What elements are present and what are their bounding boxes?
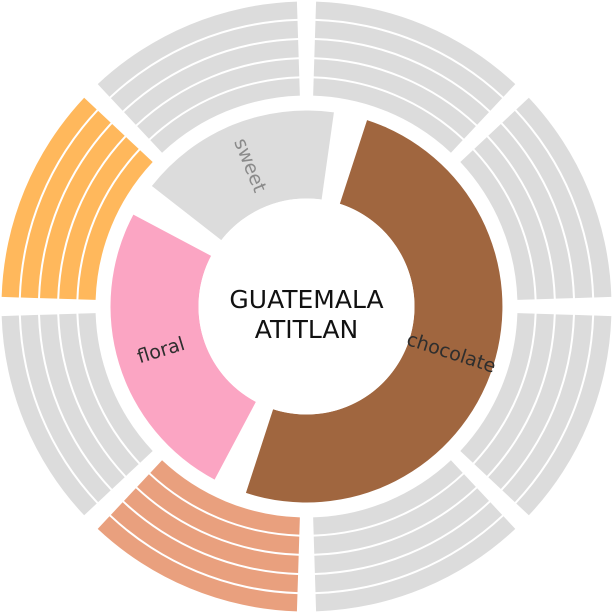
outer-segment-2-band-2 [59, 313, 139, 476]
outer-segment-4-band-3 [123, 40, 299, 125]
outer-segment-6-band-2 [474, 137, 554, 300]
outer-segment-1-band-4 [110, 502, 299, 593]
inner-ring [110, 110, 503, 503]
outer-segment-8-band-1 [313, 460, 463, 535]
outer-segment-5-band-3 [314, 40, 490, 125]
outer-segment-4-band-5 [97, 1, 298, 97]
outer-segment-8-band-3 [314, 488, 490, 573]
outer-segment-2-band-1 [78, 313, 153, 463]
center-label-line2: ATITLAN [255, 315, 358, 344]
outer-segment-4-band-2 [137, 59, 300, 139]
outer-segment-1-band-3 [123, 488, 299, 573]
outer-segment-6-band-3 [488, 123, 573, 299]
inner-segment-floral [110, 214, 256, 480]
outer-segment-4-band-4 [110, 20, 299, 111]
outer-segment-2-band-4 [20, 314, 111, 503]
outer-segment-2-band-3 [40, 314, 125, 490]
outer-segment-5-band-2 [313, 59, 476, 139]
outer-segment-3-band-5 [1, 97, 97, 298]
outer-segment-7-band-4 [502, 314, 593, 503]
inner-segment-chocolate [245, 120, 503, 503]
outer-segment-7-band-3 [488, 314, 573, 490]
outer-segment-6-band-1 [460, 150, 535, 300]
outer-segment-7-band-1 [460, 313, 535, 463]
outer-segment-7-band-2 [474, 313, 554, 476]
outer-segment-3-band-3 [40, 123, 125, 299]
outer-segment-3-band-4 [20, 110, 111, 299]
outer-segment-8-band-4 [314, 502, 503, 593]
outer-segment-1-band-2 [137, 474, 300, 554]
outer-segment-3-band-2 [59, 137, 139, 300]
center-label-line1: GUATEMALA [229, 285, 383, 314]
outer-segment-8-band-5 [315, 516, 516, 612]
outer-segment-5-band-5 [315, 1, 516, 97]
outer-segment-4-band-1 [150, 78, 300, 153]
outer-segment-1-band-1 [150, 460, 300, 535]
outer-segment-1-band-5 [97, 516, 298, 612]
outer-segment-7-band-5 [516, 315, 612, 516]
inner-segment-sweet [151, 110, 334, 241]
center-hole [198, 198, 415, 415]
outer-segment-5-band-4 [314, 20, 503, 111]
outer-segment-8-band-2 [313, 474, 476, 554]
outer-segment-6-band-5 [516, 97, 612, 298]
outer-segment-3-band-1 [78, 150, 153, 300]
outer-segment-2-band-5 [1, 315, 97, 516]
outer-segment-5-band-1 [313, 78, 463, 153]
outer-segment-6-band-4 [502, 110, 593, 299]
